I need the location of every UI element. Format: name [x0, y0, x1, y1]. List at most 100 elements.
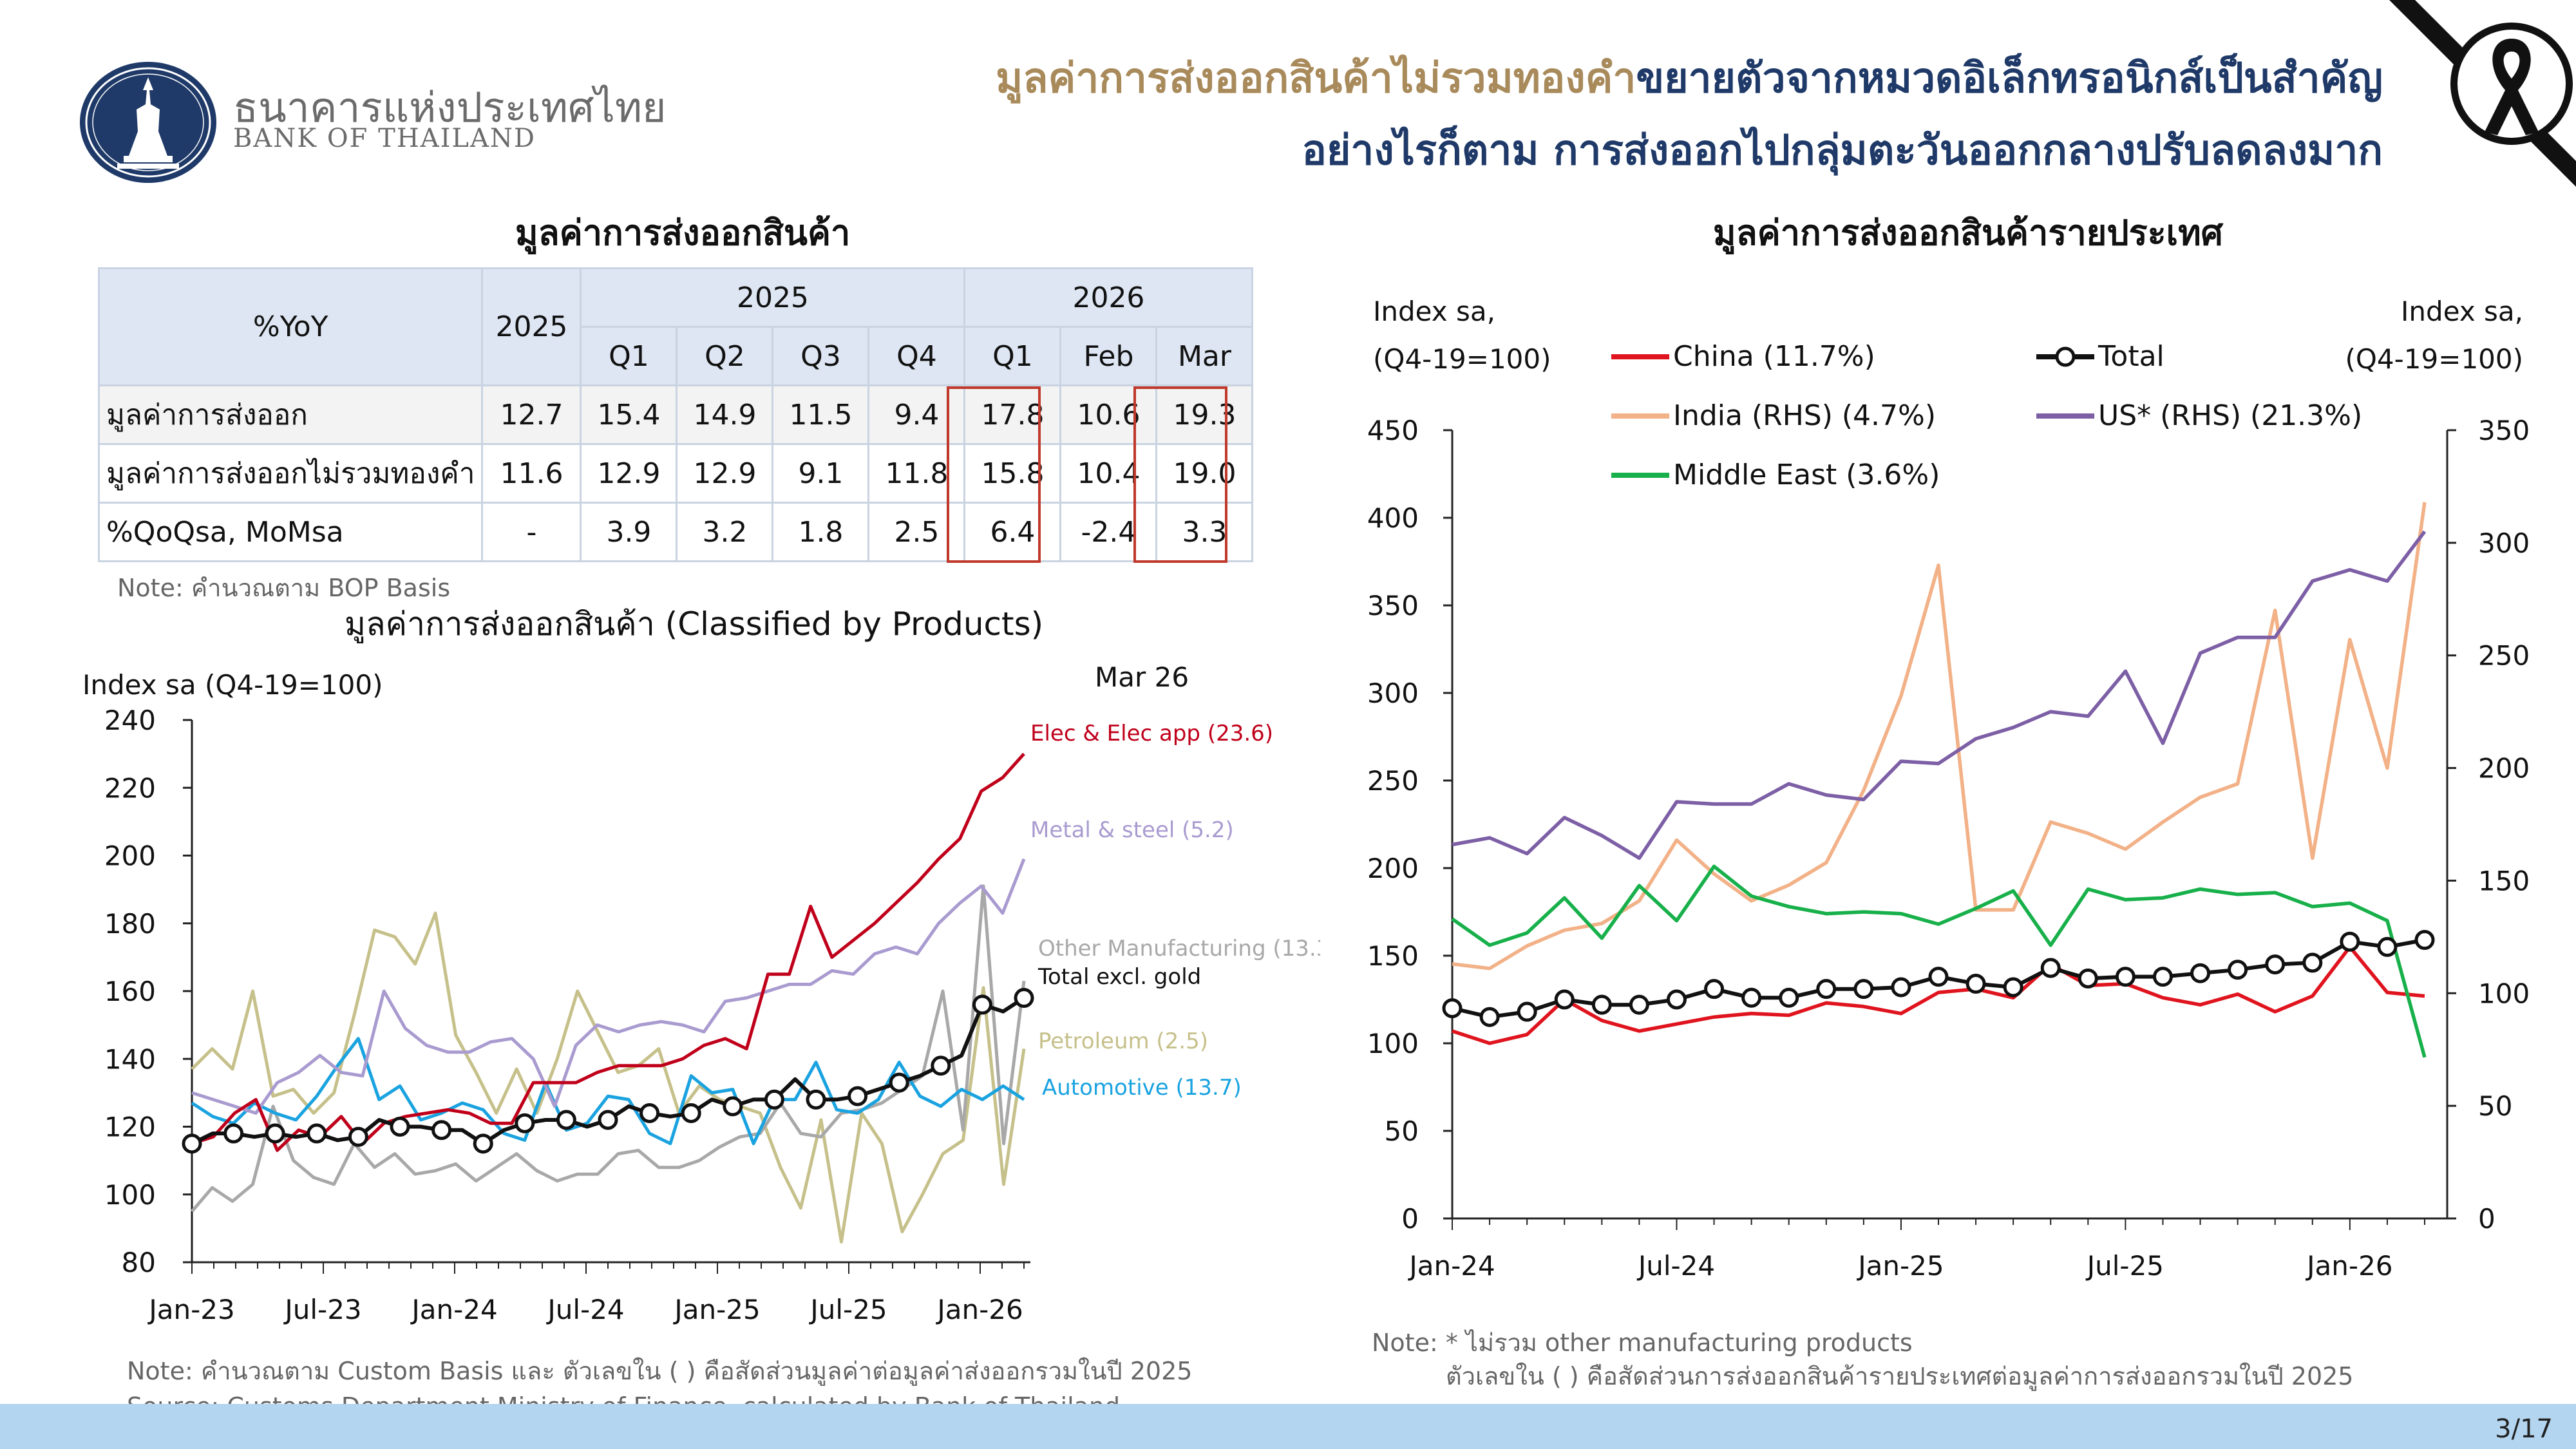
export-value-table: %YoY 2025 2025 2026 Q1 Q2 Q3 Q4 Q1 Feb M…	[97, 267, 1254, 562]
x-tick-label: Jan-26	[935, 1294, 1023, 1325]
data-point	[182, 1133, 202, 1154]
data-point	[723, 1096, 743, 1117]
x-tick-label: Jul-25	[2085, 1250, 2164, 1282]
y-right-tick-label: 50	[2478, 1090, 2512, 1122]
table-cell: 9.1	[772, 443, 870, 504]
data-point	[639, 1103, 660, 1123]
products-chart-title: มูลค่าการส่งออกสินค้า (Classified by Pro…	[345, 605, 1044, 643]
legend-label: China (11.7%)	[1673, 340, 1875, 373]
data-point	[1591, 994, 1612, 1015]
legend-us-rhs-21-3: US* (RHS) (21.3%)	[2036, 399, 2362, 432]
bank-name-thai: ธนาคารแห่งประเทศไทย	[233, 84, 667, 132]
end-label-petroleum-2-5: Petroleum (2.5)	[1038, 1028, 1208, 1054]
y-tick-label: 80	[122, 1247, 156, 1278]
products-y-axis-label: Index sa (Q4-19=100)	[82, 669, 383, 701]
data-point	[2040, 958, 2061, 978]
data-point	[1629, 994, 1649, 1015]
country-note-1: Note: * ไม่รวม other manufacturing produ…	[1372, 1329, 1913, 1357]
data-point	[972, 994, 992, 1015]
header-q1-2026: Q1	[963, 326, 1062, 386]
header-yoy: %YoY	[97, 267, 484, 386]
table-note: Note: คำนวณตาม BOP Basis	[117, 574, 451, 602]
data-point	[1891, 977, 1911, 998]
data-point	[307, 1123, 327, 1144]
products-line-chart: Index sa (Q4-19=100) Mar 26 80 100 120 140 1…	[82, 661, 1320, 1325]
series-line	[191, 911, 1026, 1244]
y-right-tick-label: 250	[2478, 640, 2530, 672]
y-left-tick-label: 250	[1367, 765, 1419, 797]
series-line	[1452, 945, 2425, 1045]
series-petroleum-2-5	[191, 911, 1026, 1244]
footer-bar	[0, 1404, 2576, 1449]
series-china-11-7	[1452, 945, 2425, 1045]
table-cell: 12.7	[481, 384, 582, 445]
table-cell: 10.4	[1059, 443, 1158, 504]
series-elec-elec-app-23-6	[191, 752, 1025, 1152]
table-cell: 15.4	[580, 384, 678, 445]
bank-name-english: BANK OF THAILAND	[233, 124, 536, 153]
x-tick-label: Jan-25	[1856, 1250, 1944, 1282]
y-tick-label: 100	[104, 1179, 156, 1211]
legend-marker	[2055, 346, 2076, 367]
country-note-2: ตัวเลขใน ( ) คือสัดส่วนการส่งออกสินค้ารา…	[1446, 1362, 2354, 1390]
data-point	[1479, 1007, 1500, 1027]
row-label: %QoQsa, MoMsa	[97, 502, 484, 562]
table-cell: 11.8	[867, 443, 966, 504]
y-right-tick-label: 200	[2478, 753, 2530, 784]
x-tick-label: Jan-24	[410, 1294, 497, 1325]
end-label-metal-steel-5-2: Metal & steel (5.2)	[1030, 817, 1234, 843]
y-left-tick-label: 50	[1385, 1115, 1419, 1147]
table-cell: 10.6	[1059, 384, 1158, 445]
series-line	[1451, 864, 2427, 1058]
series-line	[1452, 530, 2427, 860]
data-point	[2265, 954, 2286, 975]
x-tick-label: Jan-25	[672, 1294, 760, 1325]
data-point	[223, 1123, 244, 1144]
data-point	[348, 1126, 368, 1147]
end-label-automotive-13-7: Automotive (13.7)	[1042, 1075, 1242, 1101]
country-right-axis-label-2: (Q4-19=100)	[2345, 343, 2523, 375]
table-cell: 11.6	[481, 443, 582, 504]
series-middle-east-3-6	[1451, 864, 2427, 1058]
row-label: มูลค่าการส่งออก	[97, 384, 484, 445]
series-line	[191, 884, 1026, 1213]
legend-india-rhs-4-7: India (RHS) (4.7%)	[1611, 399, 1936, 432]
table-cell: 19.3	[1155, 384, 1254, 445]
data-point	[848, 1086, 868, 1106]
table-row: %QoQsa, MoMsa - 3.9 3.2 1.8 2.5 6.4 -2.4…	[97, 502, 1254, 562]
legend-china-11-7: China (11.7%)	[1611, 340, 1875, 373]
headline-part1: มูลค่าการส่งออกสินค้าไม่รวมทองคำ	[996, 55, 1636, 102]
data-point	[1965, 974, 1986, 994]
data-point	[2340, 931, 2360, 952]
end-label-elec-elec-app-23-6: Elec & Elec app (23.6)	[1030, 721, 1273, 746]
legend-middle-east-3-6: Middle East (3.6%)	[1611, 459, 1940, 491]
y-left-tick-label: 450	[1367, 415, 1419, 446]
y-right-tick-label: 0	[2478, 1203, 2496, 1235]
y-left-tick-label: 400	[1367, 502, 1419, 534]
data-point	[2377, 936, 2398, 957]
data-point	[515, 1113, 535, 1133]
data-point	[2228, 960, 2248, 980]
country-line-chart: Index sa, (Q4-19=100) Index sa, (Q4-19=1…	[1367, 296, 2530, 1282]
header-q2-2025: Q2	[676, 326, 774, 386]
x-tick-label: Jan-24	[1407, 1250, 1495, 1282]
header-feb-2026: Feb	[1059, 326, 1158, 386]
header-q1-2025: Q1	[580, 326, 678, 386]
data-point	[931, 1056, 951, 1076]
y-right-tick-label: 100	[2478, 978, 2530, 1009]
end-label-total-excl-gold: Total excl. gold	[1037, 964, 1201, 990]
data-point	[1704, 979, 1725, 999]
y-tick-label: 160	[104, 976, 156, 1007]
table-cell: 15.8	[963, 443, 1062, 504]
mourning-ribbon-icon	[2389, 0, 2576, 187]
data-point	[2115, 967, 2136, 987]
data-point	[2152, 967, 2173, 987]
y-left-tick-label: 200	[1367, 853, 1419, 884]
data-point	[681, 1103, 701, 1123]
y-right-tick-label: 300	[2478, 527, 2530, 559]
data-point	[764, 1089, 784, 1110]
row-label: มูลค่าการส่งออกไม่รวมทองคำ	[97, 443, 484, 504]
x-tick-label: Jan-23	[147, 1294, 234, 1325]
series-line	[191, 858, 1026, 1115]
header-group-2025: 2025	[580, 267, 966, 328]
